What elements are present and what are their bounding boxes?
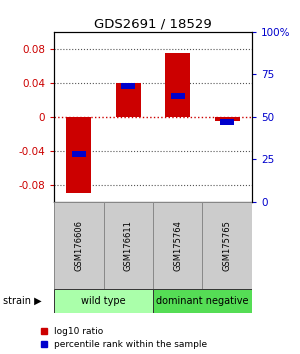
Bar <box>54 202 104 289</box>
Text: strain ▶: strain ▶ <box>3 296 42 306</box>
Text: GSM175764: GSM175764 <box>173 220 182 270</box>
Bar <box>153 202 202 289</box>
Bar <box>66 117 91 193</box>
Bar <box>103 202 153 289</box>
Bar <box>165 53 190 117</box>
Text: GSM175765: GSM175765 <box>223 220 232 270</box>
Text: wild type: wild type <box>81 296 126 306</box>
Bar <box>215 117 240 121</box>
Title: GDS2691 / 18529: GDS2691 / 18529 <box>94 18 212 31</box>
Bar <box>153 289 252 313</box>
Bar <box>220 119 234 125</box>
Bar <box>202 202 252 289</box>
Bar <box>72 151 86 157</box>
Legend: log10 ratio, percentile rank within the sample: log10 ratio, percentile rank within the … <box>40 327 207 349</box>
Text: GSM176611: GSM176611 <box>124 220 133 270</box>
Text: dominant negative: dominant negative <box>156 296 249 306</box>
Bar <box>122 83 135 89</box>
Bar <box>171 93 184 99</box>
Bar <box>54 289 153 313</box>
Bar <box>116 83 141 117</box>
Text: GSM176606: GSM176606 <box>74 219 83 271</box>
